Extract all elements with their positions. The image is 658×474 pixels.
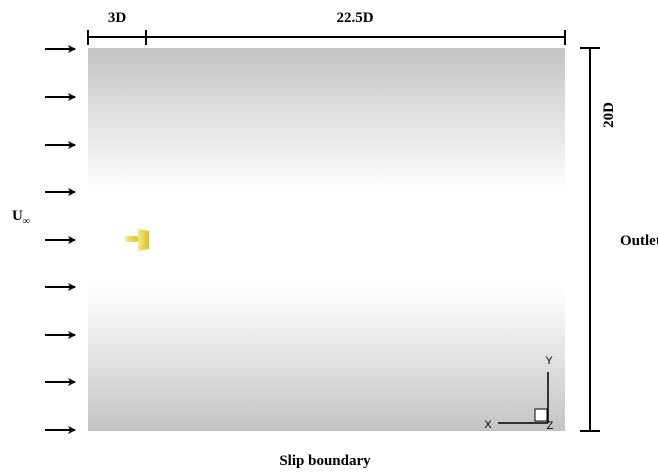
axis-label: Y xyxy=(545,355,553,367)
axis-label: Z xyxy=(547,420,554,432)
axis-label: X xyxy=(484,419,492,431)
domain xyxy=(88,48,565,431)
inlet-subscript: ∞ xyxy=(23,216,30,227)
inlet-symbol: U xyxy=(12,208,23,224)
dimension-label: 22.5D xyxy=(336,10,373,26)
inlet-label: U∞ xyxy=(12,208,30,227)
top-dimension xyxy=(88,30,565,45)
page: 3D 22.5D 20D Outlet Slip boundary U∞ Y X… xyxy=(0,0,658,474)
dimension-label: 3D xyxy=(108,10,127,26)
outlet-label: Outlet xyxy=(620,233,658,249)
right-dimension xyxy=(580,48,600,431)
diagram: 3D 22.5D 20D Outlet Slip boundary U∞ Y X… xyxy=(0,0,658,474)
inlet-arrows xyxy=(45,49,75,430)
bottom-label: Slip boundary xyxy=(279,453,371,469)
dimension-label: 20D xyxy=(601,102,617,128)
